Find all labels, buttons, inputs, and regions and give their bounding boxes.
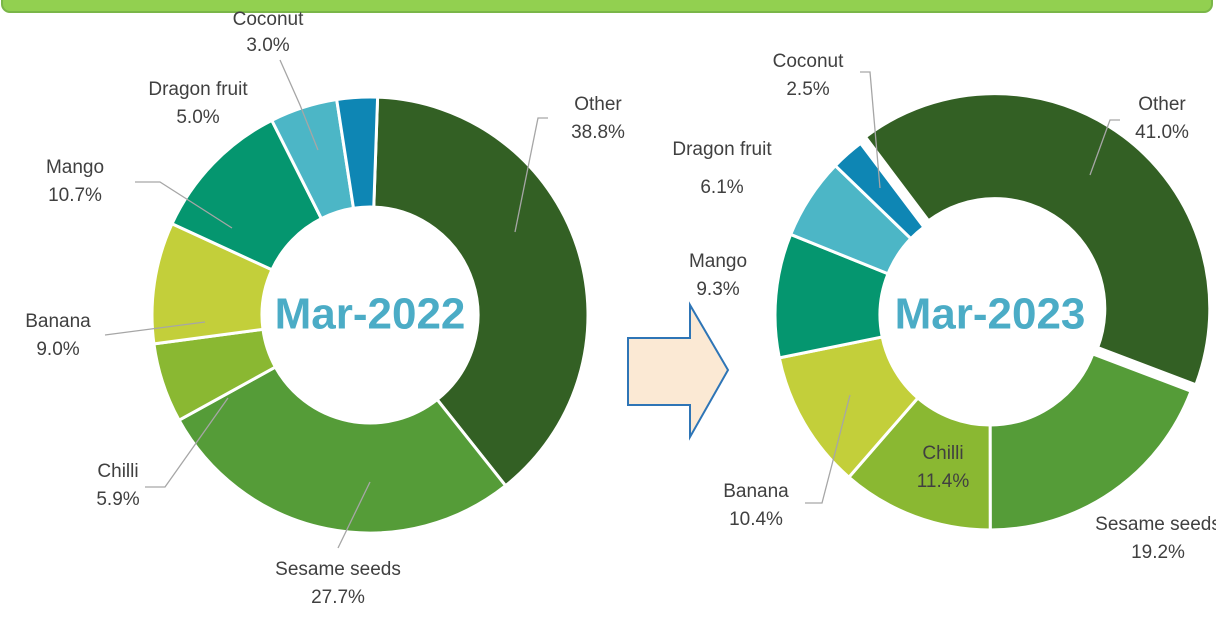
slice-label: Sesame seeds [1095, 514, 1216, 535]
slice-label: Banana [25, 311, 91, 332]
leader-line [104, 321, 206, 336]
leader-line [1089, 119, 1120, 176]
slice-value: 19.2% [1131, 542, 1185, 563]
slice-value: 9.3% [696, 279, 739, 300]
arrow [627, 301, 730, 441]
slice-value: 5.0% [176, 107, 219, 128]
slice-label: Mango [46, 157, 104, 178]
slice-value: 10.7% [48, 185, 102, 206]
slice-value: 6.1% [700, 177, 743, 198]
slice-value: 27.7% [311, 587, 365, 608]
slice-value: 38.8% [571, 122, 625, 143]
slice [334, 95, 380, 210]
slice-label: Dragon fruit [672, 139, 772, 160]
center-title: Mar-2022 [275, 290, 466, 339]
slice-label: Dragon fruit [148, 79, 248, 100]
center-title: Mar-2023 [895, 290, 1086, 339]
slice-label: Sesame seeds [275, 559, 401, 580]
slice [372, 95, 590, 488]
slice-value: 9.0% [36, 339, 79, 360]
slice-label: Coconut [773, 51, 844, 72]
top-banner [1, 0, 1213, 13]
slice [176, 365, 508, 535]
slice-value: 11.4% [917, 471, 970, 492]
leader-line [805, 394, 851, 504]
slice-label: Other [1138, 94, 1186, 115]
slice-label: Coconut [233, 9, 304, 30]
slice [863, 92, 1212, 387]
slice-label: Chilli [922, 443, 963, 464]
leader-line [279, 59, 319, 151]
slice-value: 41.0% [1135, 122, 1189, 143]
leader-line [135, 181, 233, 229]
leader-line [860, 71, 881, 189]
slice-label: Chilli [97, 461, 138, 482]
slice-value: 2.5% [786, 79, 829, 100]
leader-line [514, 117, 548, 233]
slice-label: Other [574, 94, 622, 115]
slice-value: 5.9% [96, 489, 139, 510]
slice-value: 10.4% [729, 509, 783, 530]
leader-line [145, 397, 229, 488]
slice [988, 352, 1193, 532]
slice-label: Banana [723, 481, 789, 502]
slice-label: Mango [689, 251, 747, 272]
leader-line [337, 481, 371, 549]
slice-value: 3.0% [246, 35, 289, 56]
slice [833, 141, 926, 241]
